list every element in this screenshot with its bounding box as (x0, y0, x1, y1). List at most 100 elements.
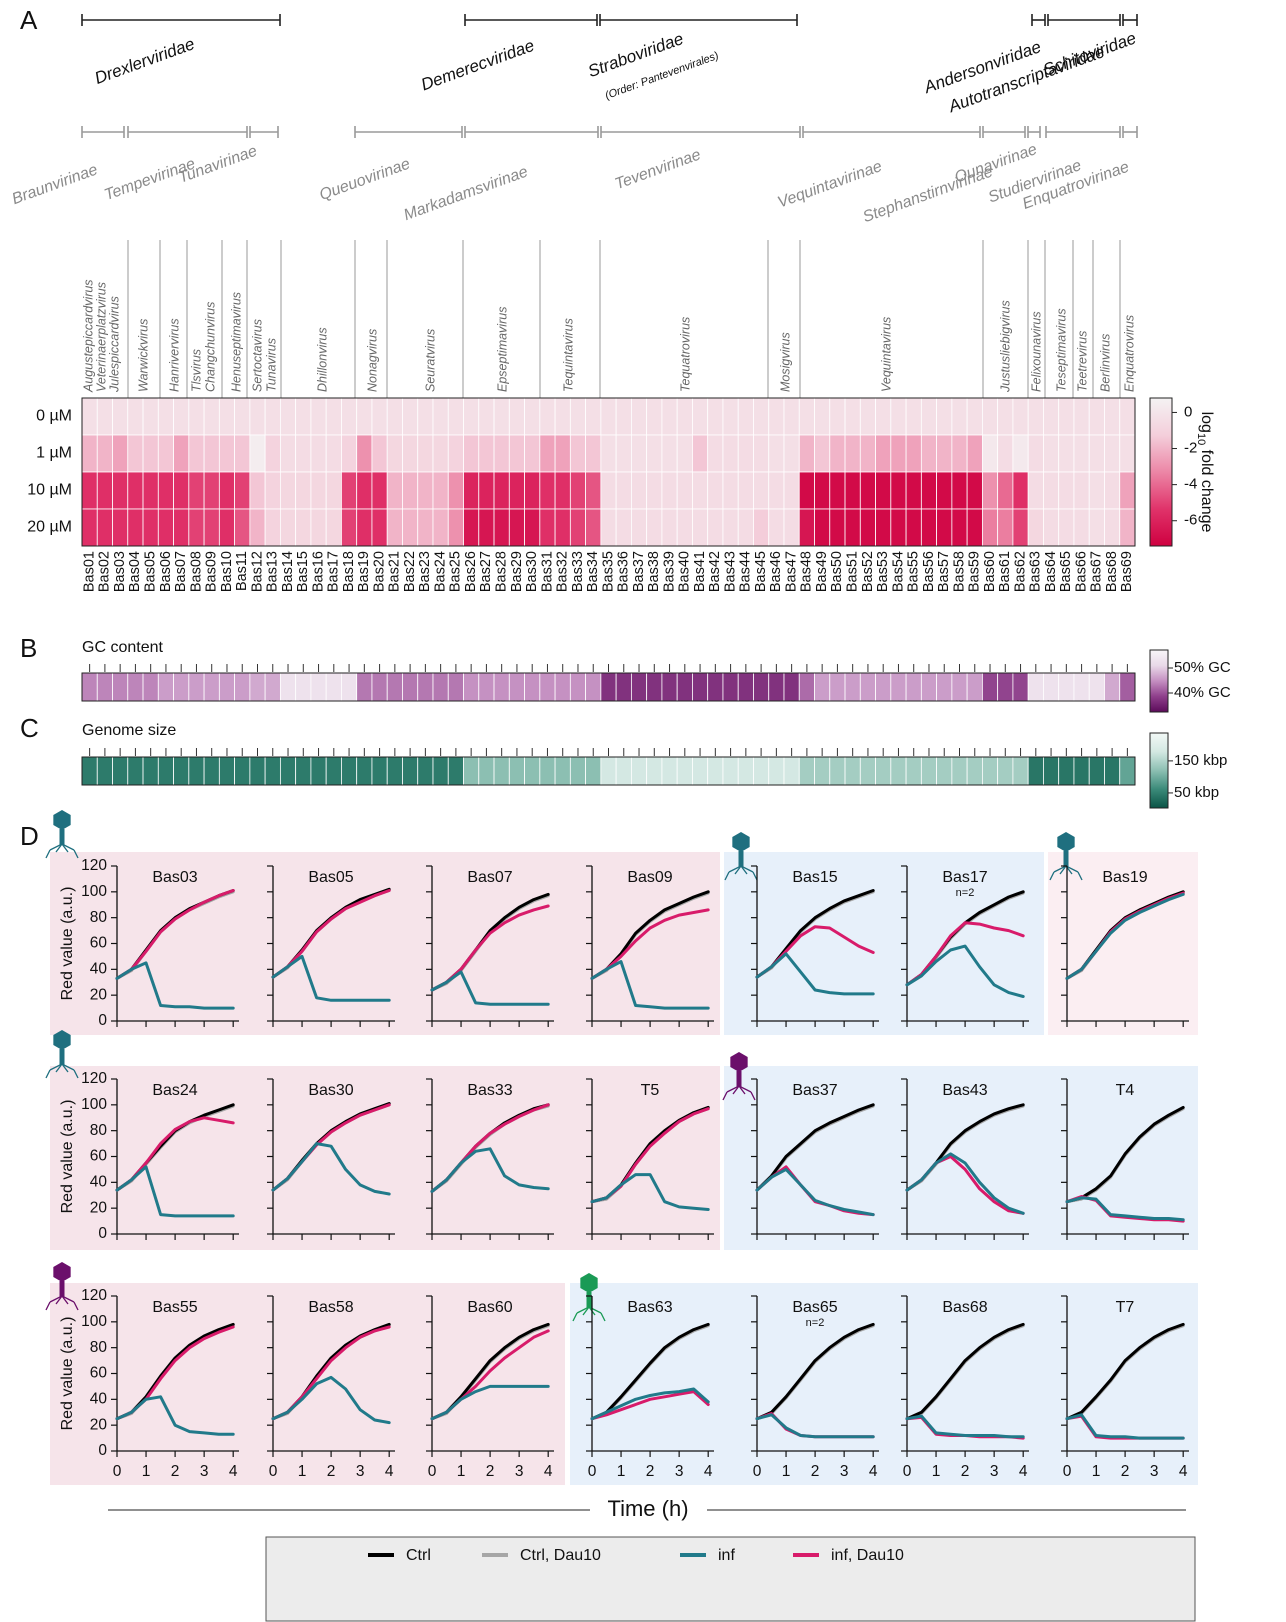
heatmap-cell (708, 398, 723, 435)
heatmap-cell (860, 435, 875, 472)
strip-cell (677, 673, 692, 701)
heatmap-cell (250, 509, 265, 546)
heatmap-cell (372, 472, 387, 509)
y-tick-label: 100 (81, 1096, 107, 1113)
heatmap-cell (967, 398, 982, 435)
strip-cell (540, 673, 555, 701)
y-tick-label: 40 (90, 1173, 108, 1190)
strip-cell (1028, 673, 1043, 701)
heatmap-cell (448, 398, 463, 435)
heatmap-cell (952, 509, 967, 546)
heatmap-cell (570, 509, 585, 546)
heatmap-cell (540, 472, 555, 509)
genus-label: Vequintavirus (879, 317, 893, 392)
phage-tail (737, 1071, 742, 1087)
heatmap-cell (113, 398, 128, 435)
genus-label: Tlsvirus (189, 349, 203, 392)
column-label: Bas40 (677, 551, 693, 592)
heatmap-cell (876, 435, 891, 472)
genus-label: Henuseptimavirus (229, 292, 243, 392)
heatmap-cell (1043, 509, 1058, 546)
y-tick-label: 60 (90, 935, 108, 952)
phage-head (732, 832, 749, 852)
heatmap-cell (830, 435, 845, 472)
heatmap-cell (525, 398, 540, 435)
genus-label: Felixounavirus (1029, 311, 1043, 392)
row-label: 0 µM (36, 408, 72, 425)
x-tick-label: 3 (1150, 1463, 1159, 1480)
heatmap-cell (387, 435, 402, 472)
heatmap-cell (982, 472, 997, 509)
strip-cell (280, 673, 295, 701)
heatmap-cell (418, 435, 433, 472)
column-label: Bas11 (234, 551, 250, 591)
panel-background (724, 852, 1044, 1035)
column-label: Bas29 (509, 551, 525, 592)
heatmap-cell (677, 472, 692, 509)
genus-label: Warwickvirus (136, 319, 150, 392)
heatmap-cell (174, 398, 189, 435)
heatmap-cell (860, 472, 875, 509)
heatmap-cell (555, 398, 570, 435)
heatmap-cell (97, 472, 112, 509)
x-tick-label: 1 (782, 1463, 791, 1480)
heatmap-cell (998, 398, 1013, 435)
heatmap-cell (357, 435, 372, 472)
colorbar-tick-label: 40% GC (1174, 684, 1231, 701)
heatmap-cell (601, 472, 616, 509)
heatmap-cell (158, 435, 173, 472)
genus-label: Tequintavirus (561, 318, 575, 392)
x-tick-label: 4 (1179, 1463, 1188, 1480)
strip-cell (479, 757, 494, 785)
strip-cell (509, 757, 524, 785)
column-label: Bas63 (1028, 551, 1044, 592)
column-label: Bas05 (143, 551, 159, 592)
column-label: Bas32 (555, 551, 571, 592)
heatmap-cell (402, 398, 417, 435)
column-label: Bas57 (936, 551, 952, 592)
colorbar-tick-label: 150 kbp (1174, 752, 1227, 769)
heatmap-cell (128, 472, 143, 509)
strip-cell (891, 673, 906, 701)
heatmap-cell (540, 435, 555, 472)
heatmap-cell (952, 472, 967, 509)
column-label: Bas14 (280, 551, 296, 592)
heatmap-cell (113, 472, 128, 509)
heatmap-cell (738, 472, 753, 509)
strip-cell (296, 673, 311, 701)
column-label: Bas51 (845, 551, 861, 592)
heatmap-cell (738, 509, 753, 546)
heatmap-cell (113, 509, 128, 546)
heatmap-cell (509, 398, 524, 435)
heatmap-cell (769, 398, 784, 435)
heatmap-cell (1013, 472, 1028, 509)
strip-cell (937, 673, 952, 701)
heatmap-cell (311, 435, 326, 472)
heatmap-cell (540, 509, 555, 546)
heatmap-cell (280, 398, 295, 435)
heatmap-cell (860, 509, 875, 546)
y-tick-label: 0 (98, 1442, 107, 1459)
heatmap-cell (433, 398, 448, 435)
panel-title: T7 (1116, 1299, 1135, 1316)
heatmap-cell (906, 398, 921, 435)
strip-cell (143, 757, 158, 785)
strip-cell (479, 673, 494, 701)
heatmap-cell (753, 472, 768, 509)
column-label: Bas18 (341, 551, 357, 592)
heatmap-cell (235, 509, 250, 546)
heatmap-cell (311, 509, 326, 546)
heatmap-cell (1120, 398, 1135, 435)
column-label: Bas21 (387, 551, 403, 592)
strip-cell (387, 673, 402, 701)
strip-cell (1120, 673, 1135, 701)
y-axis-label: Red value (a.u.) (59, 887, 76, 1001)
column-label: Bas17 (326, 551, 342, 592)
y-tick-label: 20 (90, 986, 108, 1003)
strip-cell (402, 673, 417, 701)
heatmap-cell (250, 398, 265, 435)
heatmap-cell (372, 435, 387, 472)
genus-label: Berlinvirus (1098, 334, 1112, 392)
strip-cell (326, 757, 341, 785)
column-label: Bas02 (97, 551, 113, 592)
